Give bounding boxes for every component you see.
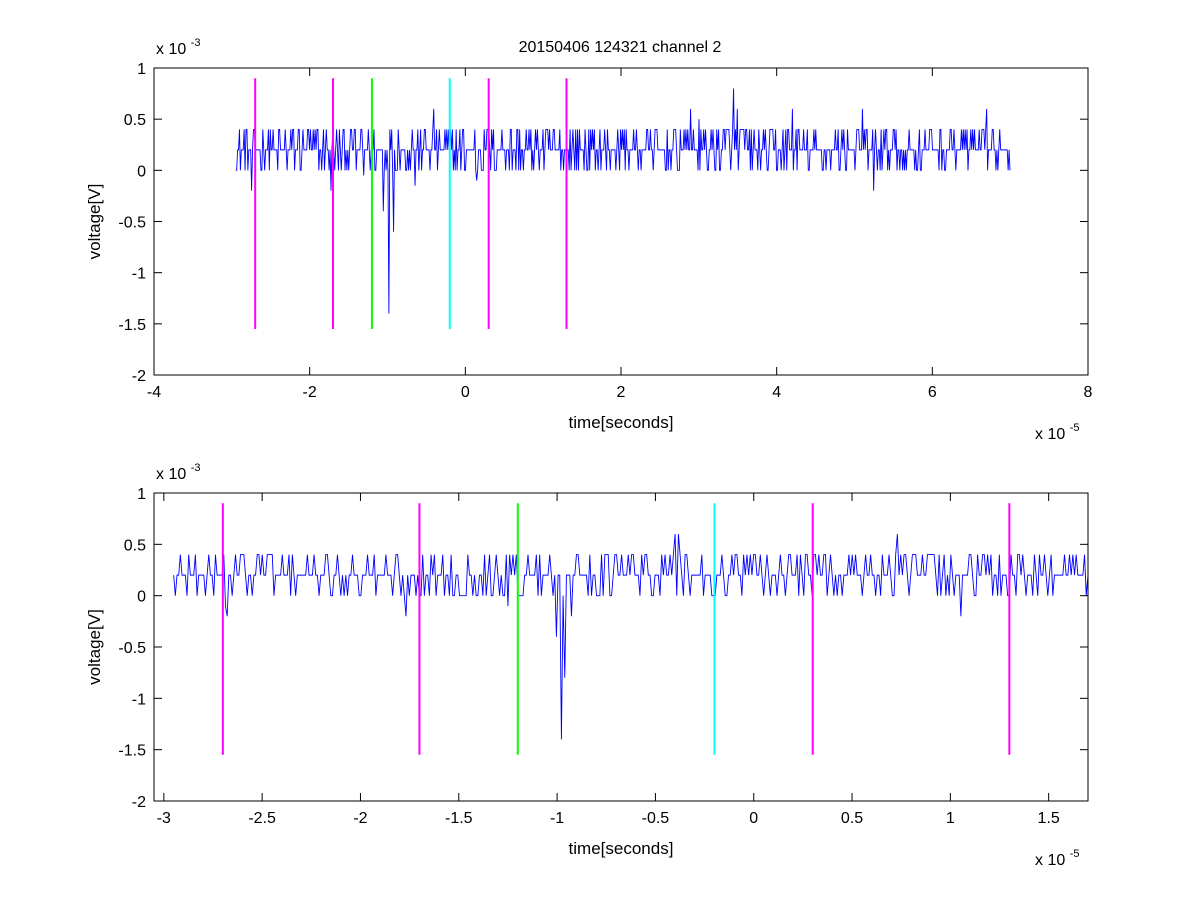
x-exponent-power: -5 <box>1070 422 1080 434</box>
bottom-subplot: -3 -2.5 -2 -1.5 -1 -0.5 0 0.5 1 1.5 -2 -1.5 -1 -0.5 0 0… <box>85 462 1089 869</box>
y-exponent-label: x 10 -3 <box>156 462 200 483</box>
y-tick-label: -1 <box>132 691 146 708</box>
x-tick-label: 0 <box>461 384 470 401</box>
x-tick-label: -0.5 <box>642 810 670 827</box>
signal-trace <box>235 88 1011 314</box>
x-exponent-label: x 10 -5 <box>1035 422 1079 443</box>
x-tick-label: -2 <box>353 810 367 827</box>
top-subplot: -4 -2 0 2 4 6 8-2-1.5-1-0.500.51time[seconds]v… <box>85 37 1093 443</box>
x-exponent-power: -5 <box>1070 848 1080 860</box>
x-axis-label: time[seconds] <box>569 839 674 858</box>
x-tick-label: 0 <box>749 810 758 827</box>
y-tick-label: -1.5 <box>118 317 146 334</box>
x-tick-label: -1.5 <box>445 810 473 827</box>
axes-box <box>153 492 1089 802</box>
y-tick-label: -0.5 <box>118 640 146 657</box>
y-tick-label: 0.5 <box>124 537 146 554</box>
y-tick-label: -0.5 <box>118 215 146 232</box>
x-exponent-label: x 10 -5 <box>1035 848 1079 869</box>
x-tick-label: -1 <box>550 810 564 827</box>
y-tick-label: -2 <box>132 794 146 811</box>
x-tick-label: 0.5 <box>841 810 863 827</box>
y-exponent-power: -3 <box>191 462 201 474</box>
y-tick-label: 0 <box>137 589 146 606</box>
x-axis-label: time[seconds] <box>569 413 674 432</box>
x-tick-label: -4 <box>147 384 161 401</box>
y-tick-label: -2 <box>132 368 146 385</box>
y-tick-label: -1 <box>132 266 146 283</box>
x-tick-label: -2.5 <box>248 810 276 827</box>
y-tick-label: 0.5 <box>124 112 146 129</box>
axes-box <box>153 67 1089 376</box>
y-tick-label: 0 <box>137 163 146 180</box>
y-axis-label: voltage[V] <box>85 184 104 260</box>
x-tick-label: 8 <box>1084 384 1093 401</box>
chart-title: 20150406 124321 channel 2 <box>519 39 722 56</box>
y-tick-label: -1.5 <box>118 743 146 760</box>
y-exponent-power: -3 <box>191 37 201 49</box>
signal-trace <box>173 534 1089 740</box>
x-tick-label: -2 <box>303 384 317 401</box>
y-tick-label: 1 <box>137 486 146 503</box>
x-tick-label: 6 <box>928 384 937 401</box>
y-exponent-label: x 10 -3 <box>156 37 200 58</box>
x-tick-label: 2 <box>617 384 626 401</box>
x-tick-label: -3 <box>157 810 171 827</box>
y-tick-label: 1 <box>137 61 146 78</box>
x-tick-label: 1 <box>946 810 955 827</box>
y-axis-label: voltage[V] <box>85 609 104 685</box>
x-tick-label: 4 <box>772 384 781 401</box>
x-tick-label: 1.5 <box>1038 810 1060 827</box>
